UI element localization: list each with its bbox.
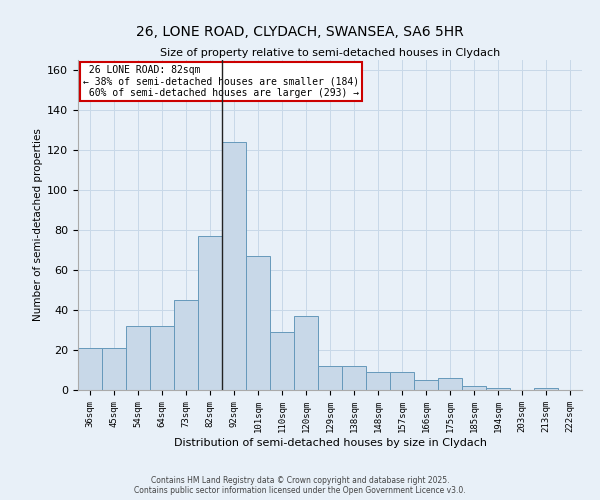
- Bar: [150, 326, 174, 390]
- Text: Contains HM Land Registry data © Crown copyright and database right 2025.
Contai: Contains HM Land Registry data © Crown c…: [134, 476, 466, 495]
- Bar: [534, 388, 558, 390]
- Bar: [390, 372, 414, 390]
- Text: 26 LONE ROAD: 82sqm
← 38% of semi-detached houses are smaller (184)
 60% of semi: 26 LONE ROAD: 82sqm ← 38% of semi-detach…: [83, 65, 359, 98]
- Bar: [294, 316, 318, 390]
- X-axis label: Distribution of semi-detached houses by size in Clydach: Distribution of semi-detached houses by …: [173, 438, 487, 448]
- Bar: [198, 236, 222, 390]
- Bar: [366, 372, 390, 390]
- Bar: [78, 348, 102, 390]
- Bar: [222, 142, 246, 390]
- Bar: [270, 332, 294, 390]
- Bar: [102, 348, 126, 390]
- Bar: [342, 366, 366, 390]
- Bar: [318, 366, 342, 390]
- Text: 26, LONE ROAD, CLYDACH, SWANSEA, SA6 5HR: 26, LONE ROAD, CLYDACH, SWANSEA, SA6 5HR: [136, 25, 464, 39]
- Bar: [462, 386, 486, 390]
- Bar: [414, 380, 438, 390]
- Title: Size of property relative to semi-detached houses in Clydach: Size of property relative to semi-detach…: [160, 48, 500, 58]
- Bar: [174, 300, 198, 390]
- Y-axis label: Number of semi-detached properties: Number of semi-detached properties: [33, 128, 43, 322]
- Bar: [486, 388, 510, 390]
- Bar: [126, 326, 150, 390]
- Bar: [246, 256, 270, 390]
- Bar: [438, 378, 462, 390]
